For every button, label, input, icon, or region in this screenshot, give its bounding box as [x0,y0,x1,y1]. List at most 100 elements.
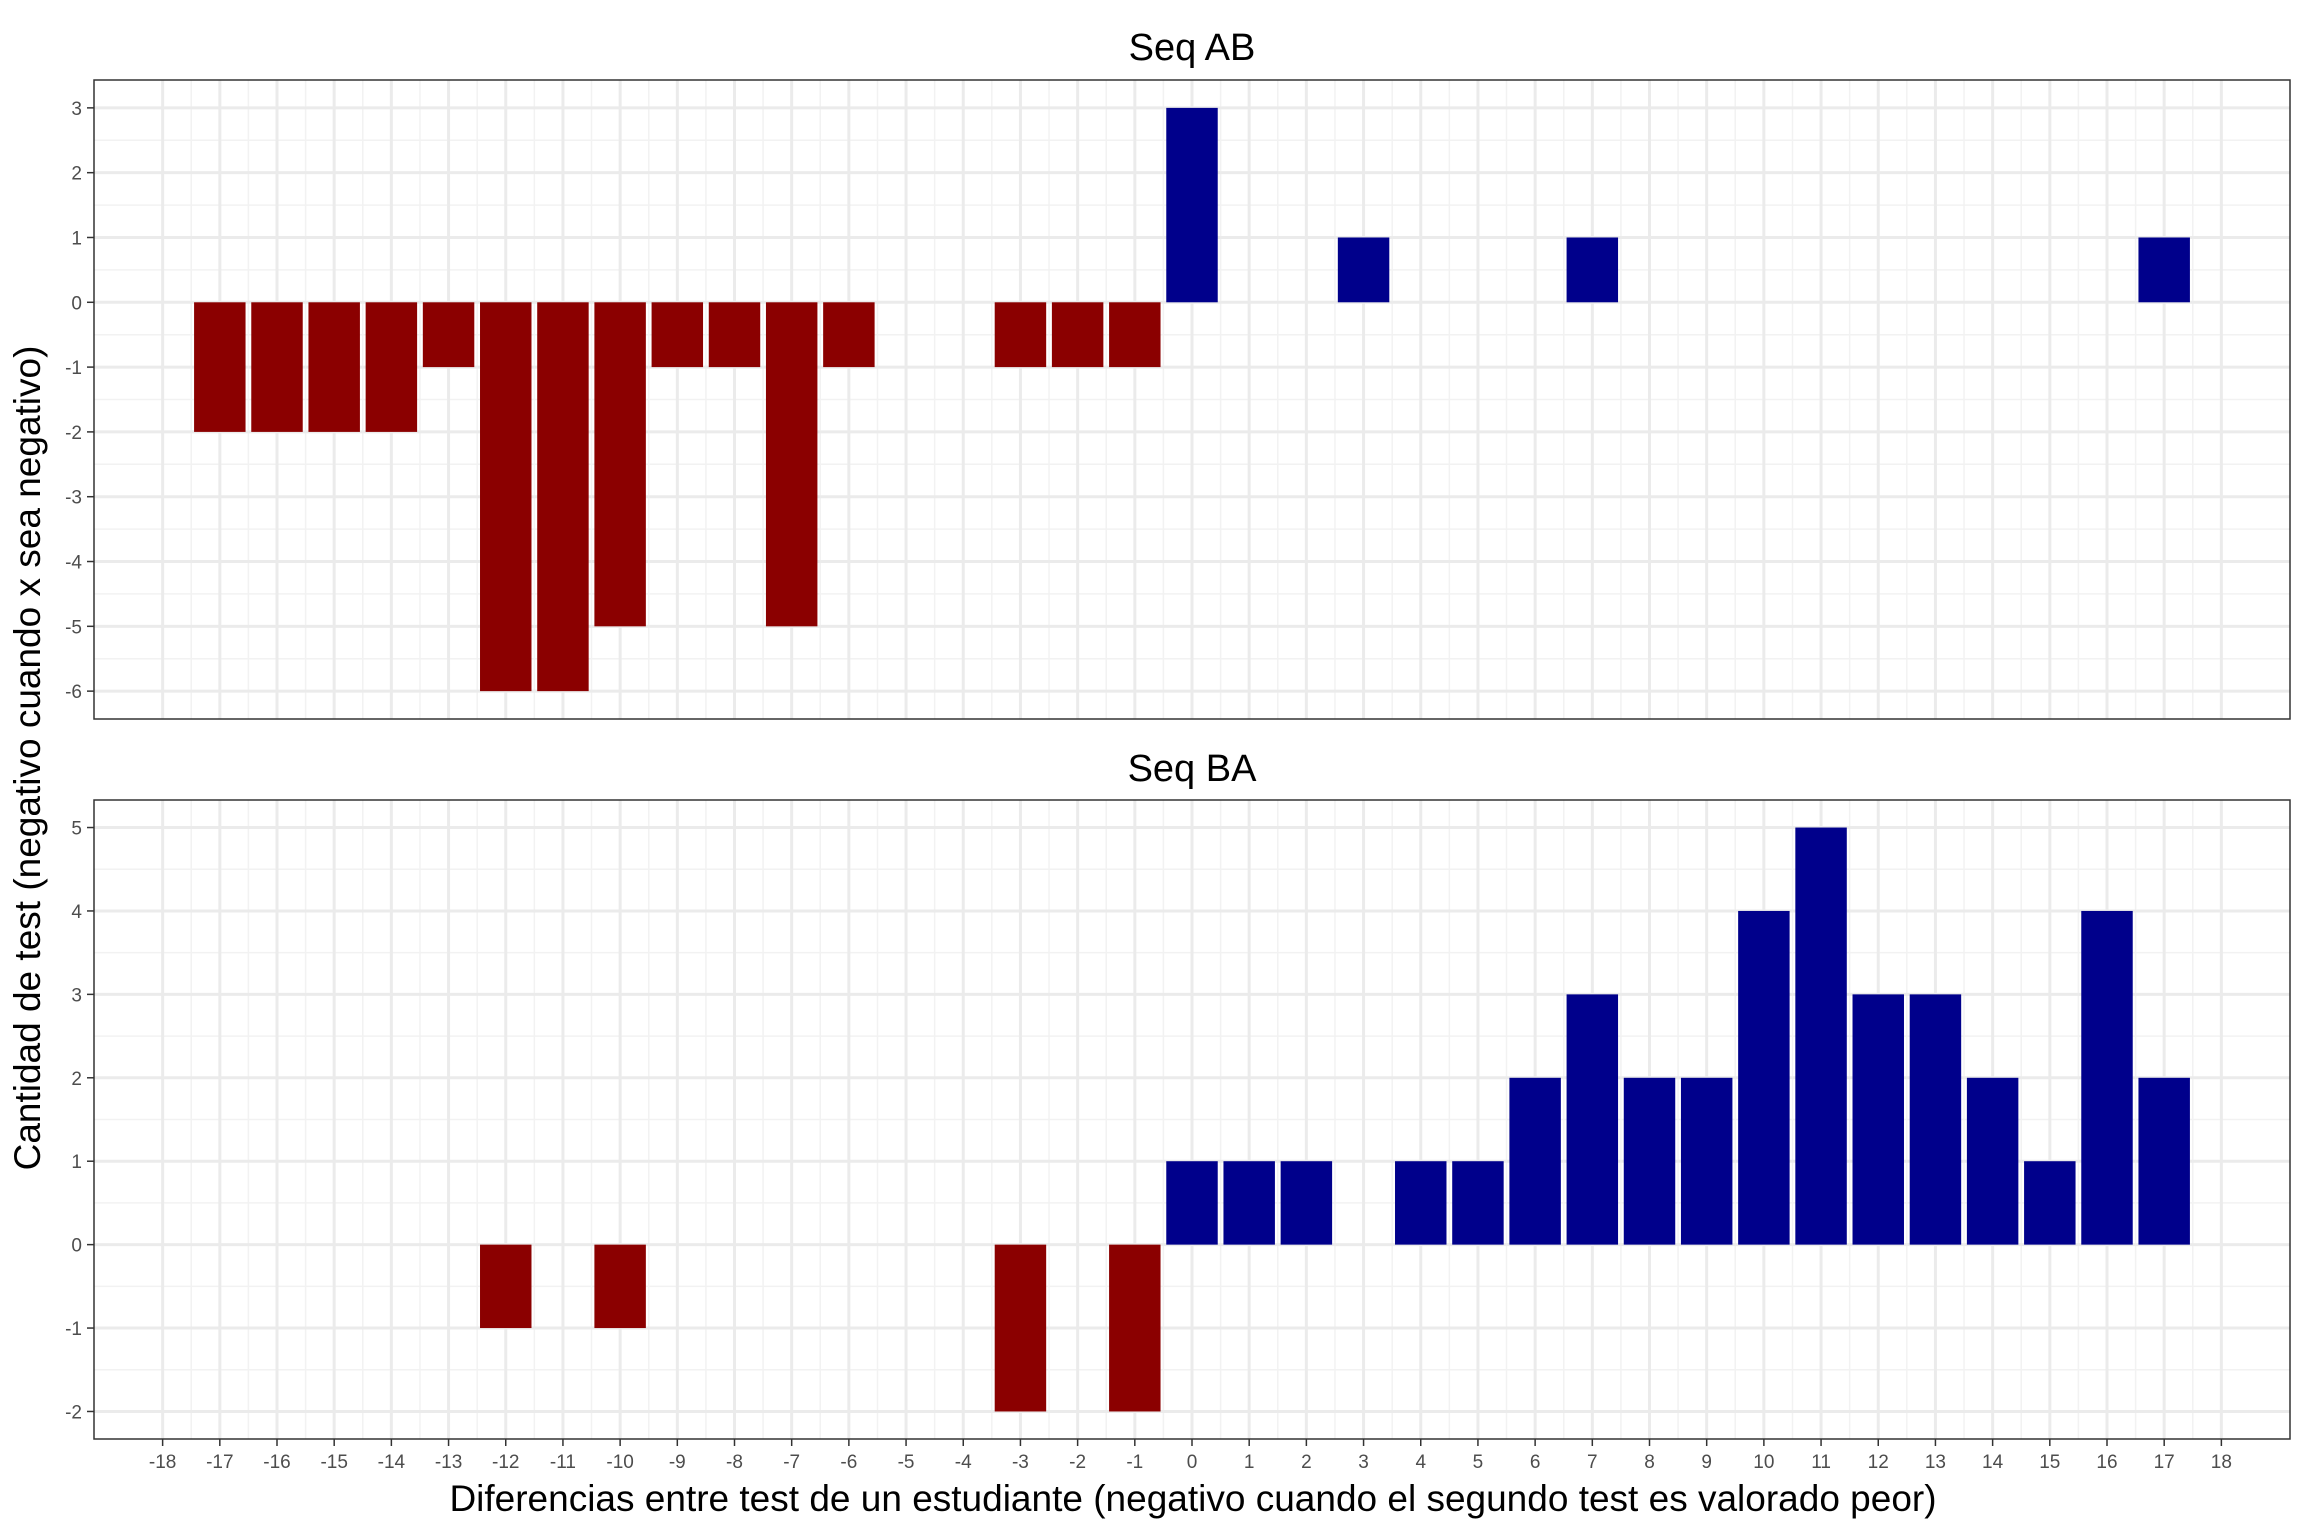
y-tick-label: 4 [71,902,82,923]
x-tick-label: 1 [1244,1452,1255,1473]
x-tick-label: 3 [1358,1452,1369,1473]
bar-x10 [1738,910,1790,1245]
y-tick-label: 0 [71,1236,82,1257]
x-tick-label: -10 [606,1452,633,1473]
x-tick-label: -8 [726,1452,743,1473]
y-tick-label: -1 [65,1319,82,1340]
y-tick-label: 2 [71,1069,82,1090]
bar-x15 [2024,1161,2076,1245]
x-tick-label: 8 [1644,1452,1655,1473]
bar-x-17 [194,302,246,432]
bar-x-1 [1109,302,1161,368]
bar-x16 [2081,910,2133,1245]
panel-seq-ba: Seq BA -2 -1 0 1 2 3 4 5 [65,748,2291,1440]
x-tick-label: 0 [1187,1452,1198,1473]
bar-x9 [1680,1077,1733,1245]
y-tick-label: 2 [71,164,82,185]
x-tick-label: -15 [320,1452,347,1473]
bar-x0 [1166,107,1218,303]
bar-x-15 [308,302,360,432]
bar-x-8 [708,302,761,368]
y-tick-label: -3 [65,488,82,509]
x-tick-label: -11 [550,1452,576,1473]
y-tick-label: -2 [65,1402,82,1423]
x-tick-label: 7 [1587,1452,1598,1473]
y-tick-label: -6 [65,682,82,703]
bar-x13 [1909,994,1962,1245]
x-tick-label: -16 [263,1452,290,1473]
bar-x-10 [594,1244,646,1329]
x-tick-label: -12 [492,1452,519,1473]
y-tick-label: -2 [65,423,82,444]
bar-x1 [1223,1161,1275,1245]
bar-x11 [1795,827,1847,1245]
x-tick-label: -9 [669,1452,686,1473]
x-tick-label: 15 [2039,1452,2060,1473]
panels: Seq AB -6 -5 -4 -3 -2 -1 0 1 2 3 Seq BA -2 -1 0 1 2 3 4 5 [65,27,2291,1440]
x-tick-label: 2 [1301,1452,1312,1473]
bar-x-7 [765,302,818,627]
y-axis-title: Cantidad de test (negativo cuando x sea … [7,346,48,1171]
bar-x-16 [251,302,303,432]
bar-x3 [1337,237,1390,303]
x-tick-label: 13 [1925,1452,1946,1473]
bar-x-10 [594,302,646,627]
y-tick-label: 3 [71,985,82,1006]
x-tick-label: 18 [2211,1452,2232,1473]
bar-x-12 [480,1244,532,1329]
y-tick-label: 3 [71,99,82,120]
bar-x4 [1395,1161,1447,1245]
y-tick-label: -4 [65,553,82,574]
bar-x-2 [1051,302,1104,368]
x-tick-label: -13 [435,1452,462,1473]
x-tick-label: -4 [955,1452,972,1473]
bar-x12 [1852,994,1904,1245]
x-tick-label: -7 [783,1452,800,1473]
x-tick-label: -1 [1126,1452,1143,1473]
x-tick-label: 5 [1473,1452,1484,1473]
y-tick-label: -5 [65,617,82,638]
x-axis: -18 -17 -16 -15 -14 -13 -12 -11 -10 -9 -8 -7 -6 -5 -4-… [149,1439,2232,1473]
bar-x-13 [422,302,475,368]
y-tick-label: -1 [65,358,82,379]
y-tick-label: 1 [71,1152,82,1173]
x-tick-label: 14 [1982,1452,2004,1473]
bar-x7 [1566,237,1619,303]
bar-x17 [2138,237,2190,303]
bar-x6 [1509,1077,1561,1245]
x-tick-label: 16 [2096,1452,2117,1473]
bar-x8 [1623,1077,1676,1245]
x-tick-label: -18 [149,1452,176,1473]
panel-title: Seq AB [1129,27,1256,69]
panel-seq-ab: Seq AB -6 -5 -4 -3 -2 -1 0 1 2 3 [65,27,2291,720]
y-tick-label: 0 [71,293,82,314]
bar-x-1 [1109,1244,1161,1412]
bar-x7 [1566,994,1619,1245]
bar-x-11 [537,302,589,692]
bar-x-3 [994,1244,1047,1412]
bar-x-3 [994,302,1047,368]
bar-x14 [1966,1077,2019,1245]
x-tick-label: -2 [1069,1452,1086,1473]
bar-x-14 [365,302,418,432]
bar-x0 [1166,1161,1218,1245]
x-tick-label: 12 [1868,1452,1889,1473]
x-tick-label: 11 [1811,1452,1831,1473]
bar-x-9 [651,302,704,368]
y-tick-label: 5 [71,819,82,840]
x-tick-label: -14 [378,1452,406,1473]
bar-x17 [2138,1077,2190,1245]
y-tick-label: 1 [71,228,82,249]
bar-x5 [1452,1161,1504,1245]
bar-x2 [1280,1161,1333,1245]
bar-x-6 [823,302,875,368]
x-tick-label: -6 [840,1452,857,1473]
x-tick-label: 9 [1701,1452,1712,1473]
panel-title: Seq BA [1128,748,1258,790]
bar-x-12 [480,302,532,692]
x-tick-label: 10 [1753,1452,1774,1473]
x-tick-label: 4 [1415,1452,1426,1473]
x-tick-label: 17 [2154,1452,2175,1473]
x-tick-label: 6 [1530,1452,1541,1473]
